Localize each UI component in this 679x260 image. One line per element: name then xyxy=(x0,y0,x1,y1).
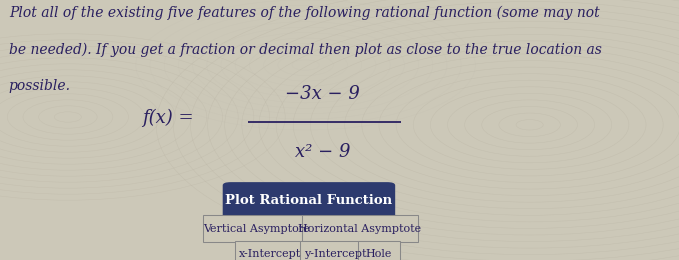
Text: Plot all of the existing five features of the following rational function (some : Plot all of the existing five features o… xyxy=(9,6,600,20)
FancyBboxPatch shape xyxy=(300,241,371,260)
FancyBboxPatch shape xyxy=(235,241,306,260)
FancyBboxPatch shape xyxy=(203,215,310,242)
Text: f(x) =: f(x) = xyxy=(142,109,194,127)
Text: be needed). If you get a fraction or decimal then plot as close to the true loca: be needed). If you get a fraction or dec… xyxy=(9,42,602,56)
Text: Vertical Asymptote: Vertical Asymptote xyxy=(203,224,310,234)
Text: Hole: Hole xyxy=(366,249,392,259)
Text: y-Intercept: y-Intercept xyxy=(304,249,367,259)
Text: x-Intercept: x-Intercept xyxy=(239,249,301,259)
Text: −3x − 9: −3x − 9 xyxy=(285,84,360,103)
Text: x² − 9: x² − 9 xyxy=(295,143,350,161)
FancyBboxPatch shape xyxy=(358,241,400,260)
FancyBboxPatch shape xyxy=(302,215,418,242)
Text: possible.: possible. xyxy=(9,79,71,93)
FancyBboxPatch shape xyxy=(223,182,395,218)
Text: Plot Rational Function: Plot Rational Function xyxy=(225,194,392,207)
Text: Horizontal Asymptote: Horizontal Asymptote xyxy=(298,224,422,234)
